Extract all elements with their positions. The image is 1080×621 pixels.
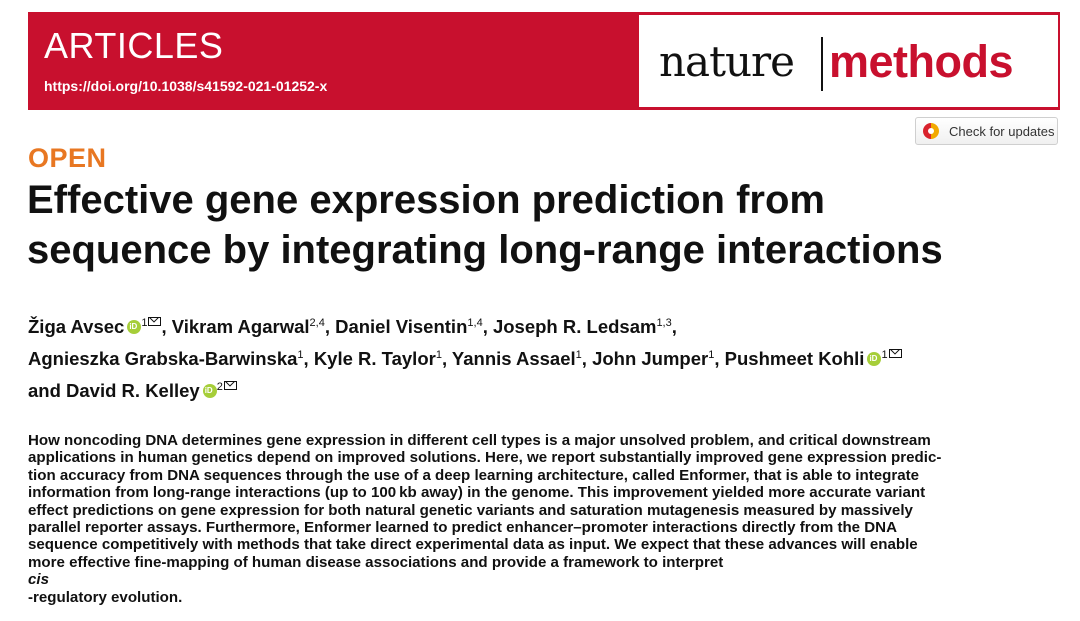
author-name[interactable]: Agnieszka Grabska-Barwinska1 xyxy=(28,348,304,369)
author-name-text: Agnieszka Grabska-Barwinska xyxy=(28,348,298,369)
author-name[interactable]: Yannis Assael1 xyxy=(452,348,582,369)
abstract: How noncoding DNA determines gene expres… xyxy=(28,432,1058,606)
check-for-updates-button[interactable]: Check for updates xyxy=(915,117,1058,145)
author-name-text: Daniel Visentin xyxy=(335,316,468,337)
abstract-line: effect predictions on gene expression fo… xyxy=(28,501,913,519)
author-name[interactable]: Pushmeet Kohli 1 xyxy=(725,348,902,369)
author-name-text: Vikram Agarwal xyxy=(171,316,310,337)
orcid-icon[interactable] xyxy=(202,384,217,398)
section-label: ARTICLES xyxy=(44,25,224,66)
abstract-italic-term: cis xyxy=(28,571,49,589)
author-name-text: Yannis Assael xyxy=(451,348,576,369)
check-updates-icon xyxy=(923,123,939,139)
abstract-line: sequence competitively with methods that… xyxy=(28,536,918,554)
author-name-text: David R. Kelley xyxy=(66,380,200,401)
affiliation-marker: 2 xyxy=(216,380,223,393)
author-list: Žiga Avsec1, Vikram Agarwal2,4, Daniel V… xyxy=(28,311,1068,407)
author-name[interactable]: Kyle R. Taylor1 xyxy=(314,348,442,369)
affiliation-marker: 1 xyxy=(575,348,582,361)
affiliation-marker: 1 xyxy=(141,316,148,329)
abstract-line: How noncoding DNA determines gene expres… xyxy=(28,432,931,449)
check-for-updates-label: Check for updates xyxy=(949,124,1055,139)
doi-link[interactable]: https://doi.org/10.1038/s41592-021-01252… xyxy=(44,78,328,94)
author-name-text: Žiga Avsec xyxy=(28,316,125,337)
title-line: sequence by integrating long-range inter… xyxy=(27,228,943,272)
author-name-text: John Jumper xyxy=(592,348,709,369)
abstract-line: parallel reporter assays. Furthermore, E… xyxy=(28,519,897,537)
orcid-icon[interactable] xyxy=(127,320,142,334)
author-line: Agnieszka Grabska-Barwinska1, Kyle R. Ta… xyxy=(28,343,1068,375)
author-name[interactable]: David R. Kelley 2 xyxy=(66,380,237,401)
orcid-icon[interactable] xyxy=(867,352,882,366)
logo-nature-text: nature xyxy=(659,37,795,86)
email-icon[interactable] xyxy=(148,316,162,326)
author-name[interactable]: Vikram Agarwal2,4 xyxy=(172,316,325,337)
email-icon[interactable] xyxy=(223,380,237,390)
abstract-line: more effective fine-mapping of human dis… xyxy=(28,554,1058,606)
author-name-text: Kyle R. Taylor xyxy=(313,348,436,369)
affiliation-marker: 1 xyxy=(708,348,715,361)
author-name[interactable]: John Jumper1 xyxy=(592,348,714,369)
logo-methods-text: methods xyxy=(829,36,1014,87)
authors-conjunction: and xyxy=(28,380,61,401)
author-line: and David R. Kelley 2 xyxy=(28,375,1068,407)
affiliation-marker: 2,4 xyxy=(309,316,325,329)
abstract-line: applications in human genetics depend on… xyxy=(28,449,942,467)
author-name-text: Joseph R. Ledsam xyxy=(492,316,657,337)
author-name[interactable]: Daniel Visentin1,4 xyxy=(335,316,483,337)
journal-logo[interactable]: nature methods xyxy=(639,15,1058,107)
email-icon[interactable] xyxy=(888,348,902,358)
title-line: Effective gene expression prediction fro… xyxy=(27,178,825,222)
affiliation-marker: 1,4 xyxy=(467,316,483,329)
abstract-line: information from long-range interactions… xyxy=(28,484,926,502)
author-name[interactable]: Žiga Avsec 1 xyxy=(28,316,162,337)
affiliation-marker: 1 xyxy=(297,348,304,361)
author-line: Žiga Avsec1, Vikram Agarwal2,4, Daniel V… xyxy=(28,311,1068,343)
affiliation-marker: 1,3 xyxy=(656,316,672,329)
abstract-line: tion accuracy from DNA sequences through… xyxy=(28,466,920,484)
article-title: Effective gene expression prediction fro… xyxy=(27,175,1067,275)
logo-divider xyxy=(821,37,823,91)
abstract-text: -regulatory evolution. xyxy=(28,588,183,606)
author-name[interactable]: Joseph R. Ledsam1,3 xyxy=(493,316,672,337)
affiliation-marker: 1 xyxy=(435,348,442,361)
author-name-text: Pushmeet Kohli xyxy=(724,348,865,369)
affiliation-marker: 1 xyxy=(881,348,888,361)
open-access-label: OPEN xyxy=(28,143,107,173)
abstract-text: more effective fine-mapping of human dis… xyxy=(28,553,724,571)
